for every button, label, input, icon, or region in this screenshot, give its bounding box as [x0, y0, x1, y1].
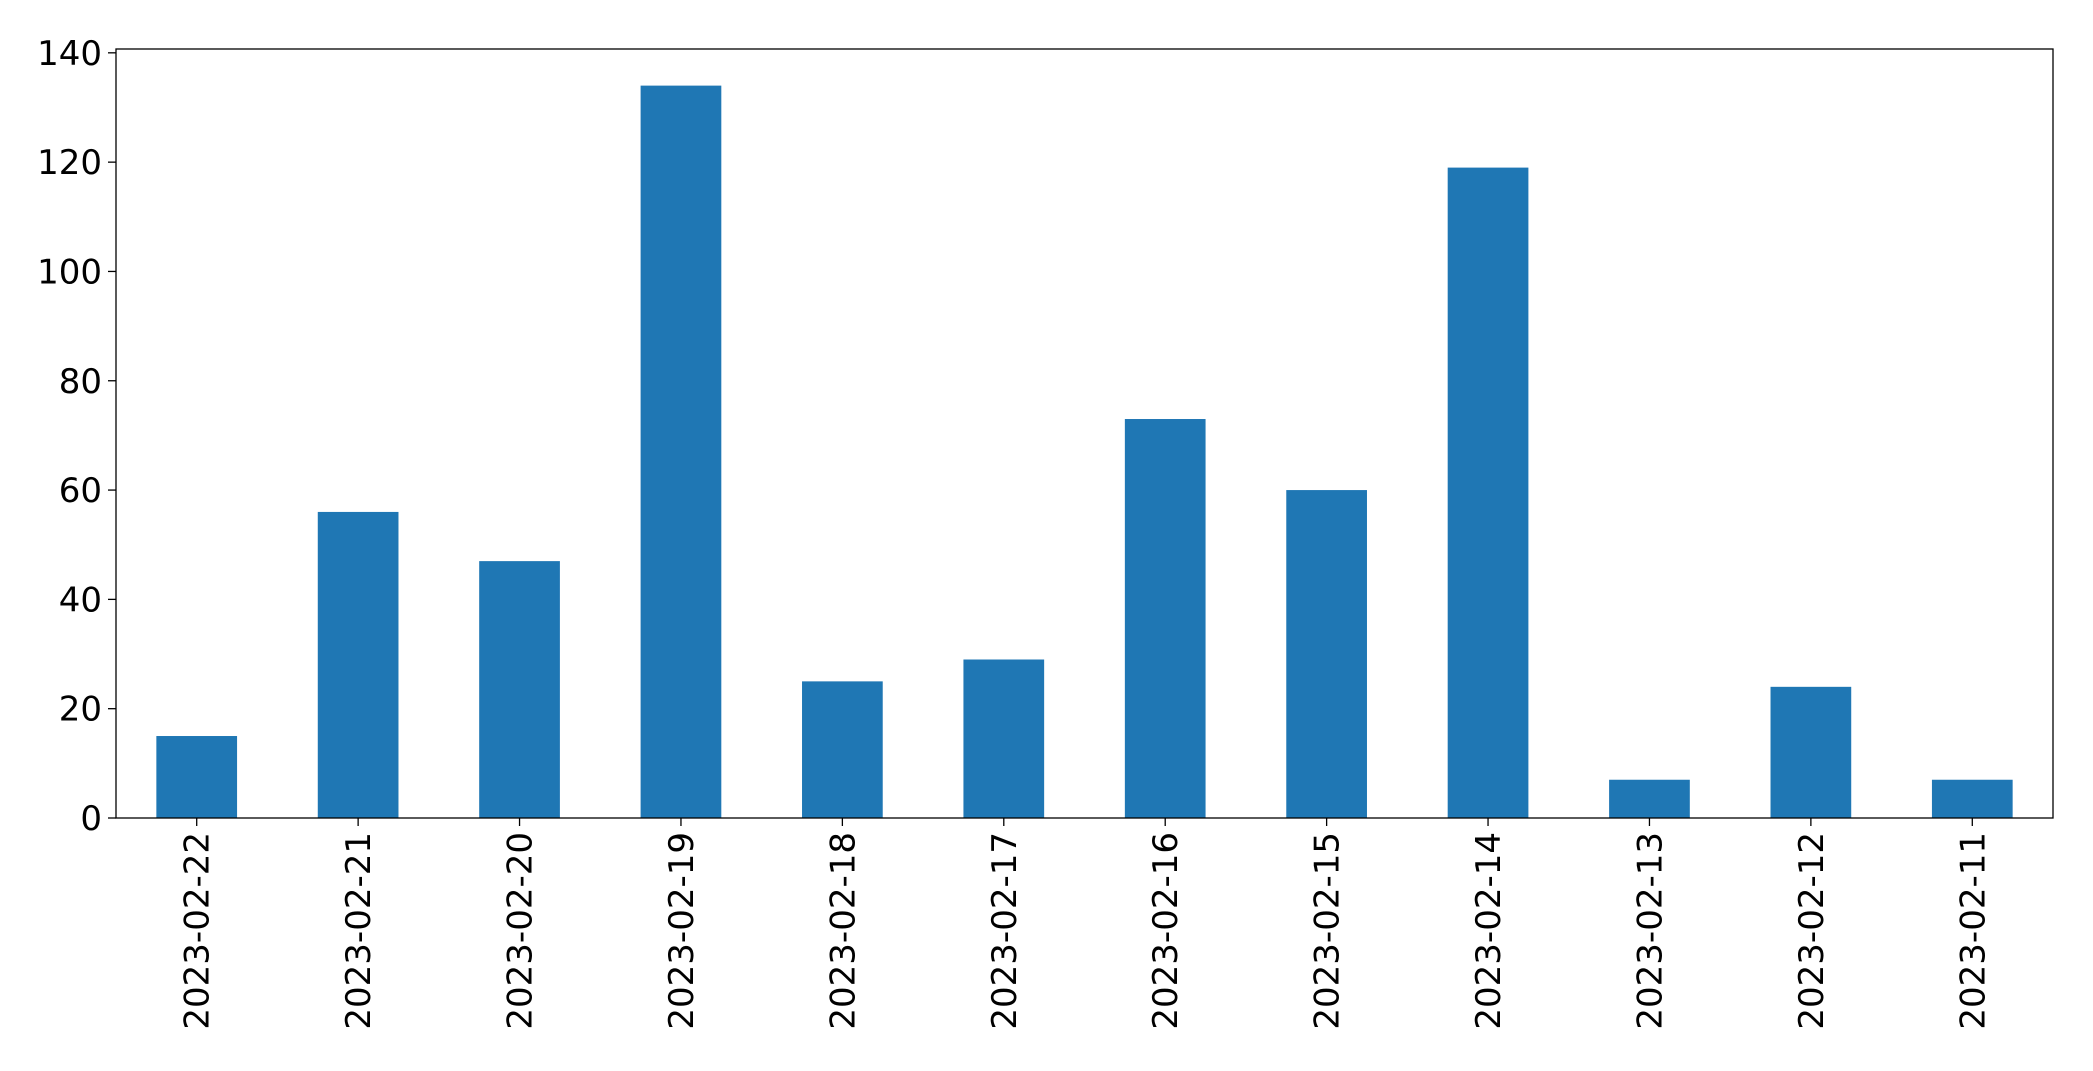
bar: [802, 681, 883, 818]
bar: [1931, 779, 2013, 818]
x-tick-label: 2023-02-17: [985, 832, 1025, 1030]
bar: [156, 736, 238, 818]
x-tick-label: 2023-02-22: [178, 832, 218, 1030]
y-tick-label: 20: [59, 690, 102, 730]
bar: [317, 511, 399, 818]
x-tick-label: 2023-02-14: [1469, 832, 1509, 1030]
x-tick-label: 2023-02-16: [1146, 832, 1186, 1030]
x-tick-label: 2023-02-20: [501, 832, 541, 1030]
x-tick-label: 2023-02-11: [1953, 832, 1993, 1030]
y-tick-label: 60: [59, 471, 102, 511]
y-tick-label: 80: [59, 362, 102, 402]
x-tick-label: 2023-02-19: [662, 832, 702, 1030]
x-tick-label: 2023-02-15: [1308, 832, 1348, 1030]
bar: [963, 659, 1045, 818]
bar: [479, 561, 560, 818]
y-tick-label: 0: [80, 799, 102, 839]
y-tick-label: 140: [37, 34, 102, 74]
bar: [1124, 419, 1206, 818]
bar: [1770, 686, 1852, 818]
bar: [640, 85, 722, 819]
bar: [1286, 490, 1367, 818]
plot-frame: [115, 48, 2054, 819]
x-tick-label: 2023-02-13: [1630, 832, 1670, 1030]
x-tick-label: 2023-02-21: [339, 832, 379, 1030]
y-tick-label: 120: [37, 143, 102, 183]
y-tick-label: 40: [59, 580, 102, 620]
x-tick-label: 2023-02-18: [823, 832, 863, 1030]
y-tick-label: 100: [37, 252, 102, 292]
x-tick-label: 2023-02-12: [1792, 832, 1832, 1030]
bar: [1447, 167, 1529, 818]
bar: [1609, 779, 1690, 818]
